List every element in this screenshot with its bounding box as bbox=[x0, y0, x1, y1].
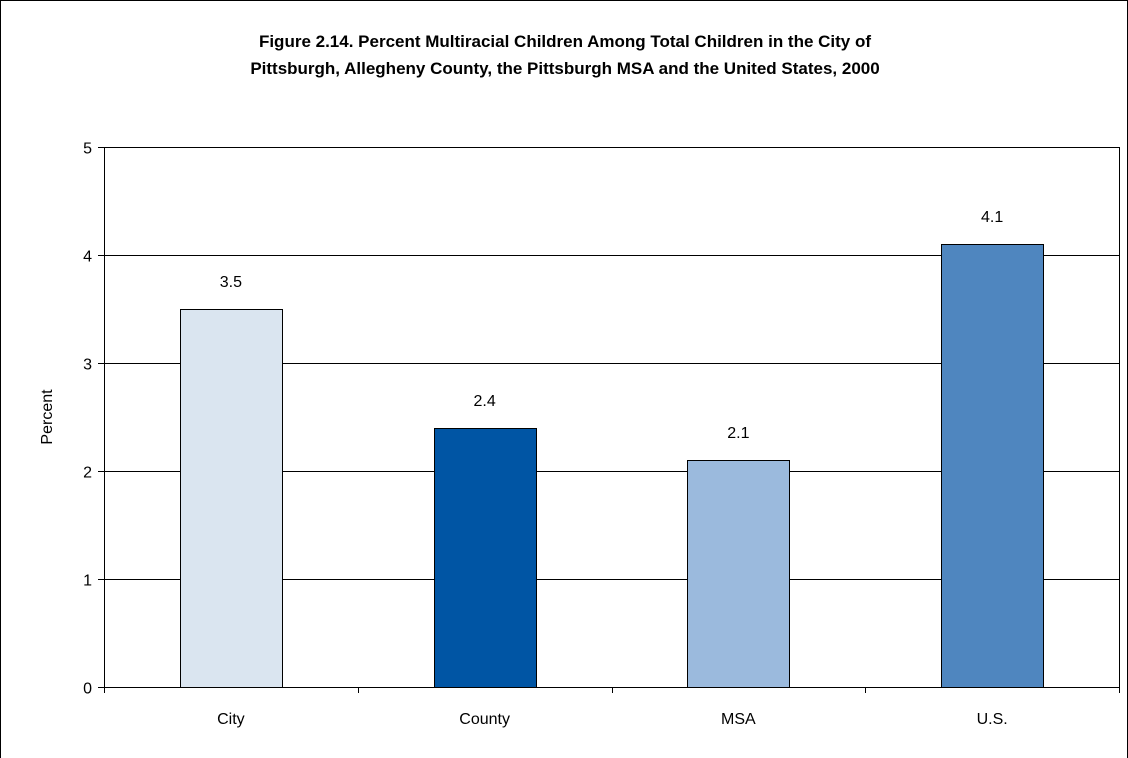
data-label: 2.4 bbox=[474, 393, 496, 410]
x-tick-label: City bbox=[217, 711, 245, 728]
chart-title-line-2: Pittsburgh, Allegheny County, the Pittsb… bbox=[250, 59, 880, 78]
data-label: 2.1 bbox=[727, 425, 749, 442]
plot-area-border bbox=[104, 147, 1120, 688]
bars bbox=[180, 244, 1044, 688]
labels: 0 1 2 3 4 5 3.5 City 2.4 County 2.1 MSA 4.1 U.S. bbox=[83, 141, 1008, 729]
y-tick-label: 2 bbox=[83, 465, 92, 482]
y-tick-label: 1 bbox=[83, 573, 92, 590]
bar-msa bbox=[687, 460, 790, 688]
y-tick-label: 4 bbox=[83, 249, 92, 266]
x-tick-label: County bbox=[459, 711, 510, 728]
axes bbox=[98, 147, 1120, 693]
bar-us bbox=[941, 244, 1044, 688]
x-tick-label: MSA bbox=[721, 711, 756, 728]
bar-county bbox=[434, 428, 537, 688]
y-axis-title: Percent bbox=[39, 389, 56, 445]
y-tick-label: 5 bbox=[83, 141, 92, 158]
chart-title-line-1: Figure 2.14. Percent Multiracial Childre… bbox=[258, 32, 872, 51]
data-label: 3.5 bbox=[220, 274, 242, 291]
bar-city bbox=[180, 309, 283, 688]
y-tick-label: 0 bbox=[83, 681, 92, 698]
x-tick-label: U.S. bbox=[977, 711, 1008, 728]
y-tick-label: 3 bbox=[83, 357, 92, 374]
data-label: 4.1 bbox=[981, 209, 1003, 226]
